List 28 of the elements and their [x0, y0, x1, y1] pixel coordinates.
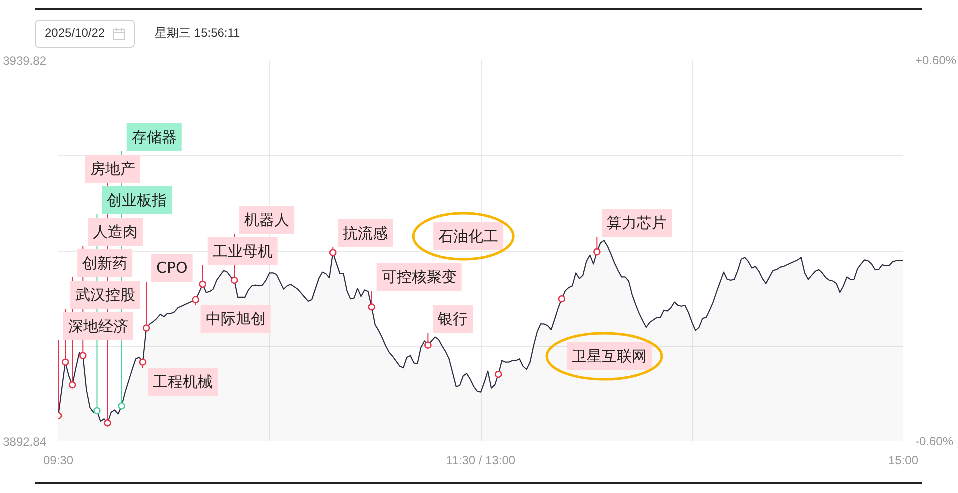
data-label: 算力芯片 — [607, 214, 668, 232]
data-label: 存储器 — [132, 128, 177, 146]
data-label: 创新药 — [82, 254, 128, 272]
data-label: 人造肉 — [93, 223, 138, 241]
y2-tick-label: -0.60% — [916, 434, 954, 448]
annotation: 卫星互联网 — [572, 348, 647, 366]
data-label: 工程机械 — [153, 373, 213, 391]
data-label: 创业板指 — [107, 192, 168, 210]
chart-title: 2025/10/22 — [45, 25, 106, 42]
data-label: 可控核聚变 — [382, 268, 457, 286]
data-label: 银行 — [437, 310, 468, 328]
annotation: 石油化工 — [438, 228, 499, 246]
y2-tick-label: +0.60% — [916, 54, 957, 68]
y-tick-label: 3892.84 — [3, 435, 47, 449]
data-label: 中际旭创 — [206, 310, 266, 328]
data-label: CPO — [156, 259, 188, 277]
chart-subtitle: 星期三 15:56:11 — [155, 25, 240, 42]
data-label: 抗流感 — [343, 224, 388, 242]
data-label: 深地经济 — [68, 318, 128, 336]
data-label: 机器人 — [244, 211, 290, 229]
y-tick-label: 3939.82 — [3, 54, 47, 68]
x-tick-label: 15:00 — [888, 454, 919, 468]
data-label: 工业母机 — [212, 242, 273, 260]
x-tick-label: 09:30 — [43, 454, 74, 468]
date-picker: 2025/10/22 — [35, 20, 136, 48]
x-tick-label: 11:30 / 13:00 — [446, 454, 516, 468]
data-label: 武汉控股 — [76, 286, 136, 304]
data-label: 房地产 — [90, 160, 136, 178]
